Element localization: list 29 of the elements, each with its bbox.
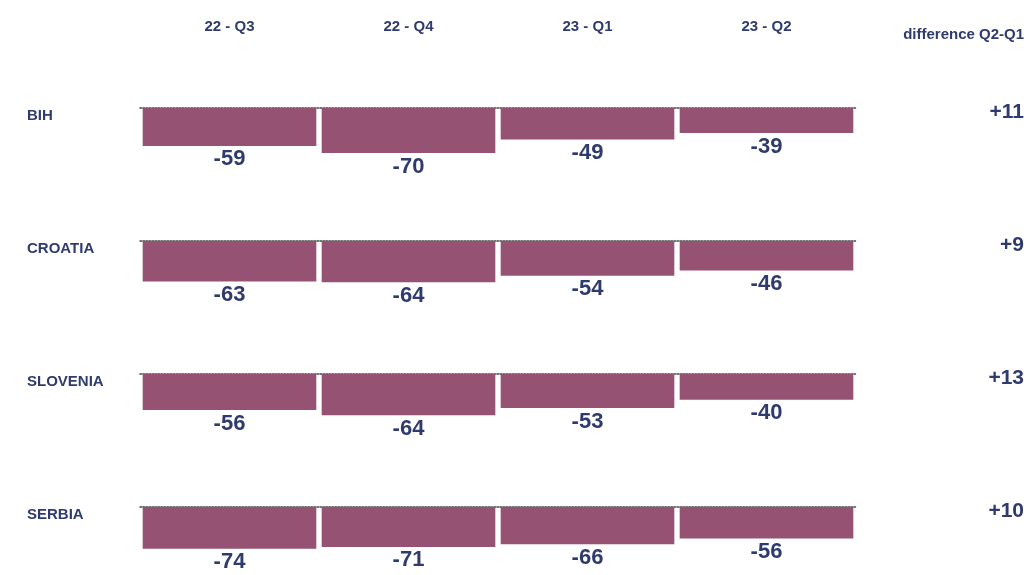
data-label: -70 — [392, 152, 425, 178]
data-label: -63 — [213, 281, 246, 306]
data-label: -71 — [392, 546, 425, 572]
data-label: -53 — [571, 407, 604, 433]
data-label: -54 — [571, 275, 605, 301]
chart-title: CROATIA — [27, 239, 95, 256]
data-label: -64 — [392, 414, 426, 440]
data-label: -64 — [392, 281, 426, 307]
chart-title: BIH — [27, 106, 53, 123]
x-tick-label: 22 - Q4 — [383, 17, 435, 34]
x-tick-label: 23 - Q2 — [741, 17, 792, 34]
data-label: -40 — [750, 399, 783, 425]
data-label: -39 — [750, 132, 783, 158]
text: difference Q2-Q1 — [903, 25, 1024, 42]
chart-title: SERBIA — [27, 505, 84, 522]
data-label: -66 — [571, 543, 604, 569]
x-tick-label: 23 - Q1 — [562, 17, 613, 34]
data-label: -56 — [750, 538, 783, 563]
x-tick-label: 22 - Q3 — [204, 17, 255, 34]
data-label: -56 — [213, 409, 246, 435]
data-label: -49 — [571, 139, 604, 164]
text: +13 — [988, 365, 1024, 388]
data-label: -59 — [213, 145, 246, 171]
data-label: -74 — [213, 548, 247, 574]
data-label: -46 — [750, 270, 783, 296]
text: +9 — [1000, 232, 1024, 255]
text: +11 — [989, 99, 1024, 122]
chart-title: SLOVENIA — [27, 372, 104, 389]
text: +10 — [988, 498, 1024, 521]
